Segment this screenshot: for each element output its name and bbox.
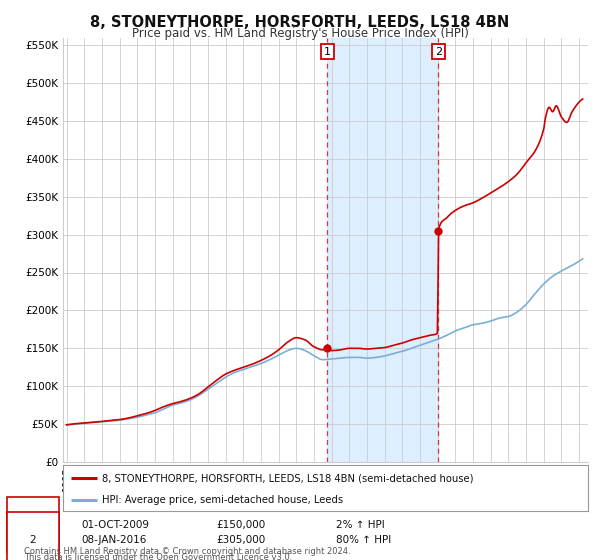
Text: 1: 1: [29, 520, 37, 530]
Text: 80% ↑ HPI: 80% ↑ HPI: [336, 535, 391, 545]
Text: 8, STONEYTHORPE, HORSFORTH, LEEDS, LS18 4BN: 8, STONEYTHORPE, HORSFORTH, LEEDS, LS18 …: [91, 15, 509, 30]
Text: 01-OCT-2009: 01-OCT-2009: [81, 520, 149, 530]
Text: This data is licensed under the Open Government Licence v3.0.: This data is licensed under the Open Gov…: [24, 553, 292, 560]
Text: 2: 2: [435, 46, 442, 57]
Text: 2% ↑ HPI: 2% ↑ HPI: [336, 520, 385, 530]
Bar: [327, 38, 438, 462]
Text: HPI: Average price, semi-detached house, Leeds: HPI: Average price, semi-detached house,…: [103, 495, 343, 505]
Text: Price paid vs. HM Land Registry's House Price Index (HPI): Price paid vs. HM Land Registry's House …: [131, 27, 469, 40]
Text: 1: 1: [324, 46, 331, 57]
Text: Contains HM Land Registry data © Crown copyright and database right 2024.: Contains HM Land Registry data © Crown c…: [24, 547, 350, 556]
Text: 2: 2: [29, 535, 37, 545]
Text: 8, STONEYTHORPE, HORSFORTH, LEEDS, LS18 4BN (semi-detached house): 8, STONEYTHORPE, HORSFORTH, LEEDS, LS18 …: [103, 473, 474, 483]
Text: £305,000: £305,000: [216, 535, 265, 545]
Text: 08-JAN-2016: 08-JAN-2016: [81, 535, 146, 545]
Text: £150,000: £150,000: [216, 520, 265, 530]
